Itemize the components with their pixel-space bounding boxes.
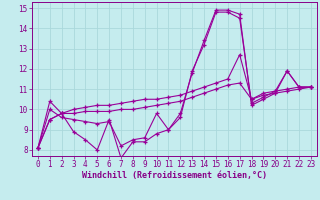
X-axis label: Windchill (Refroidissement éolien,°C): Windchill (Refroidissement éolien,°C) bbox=[82, 171, 267, 180]
